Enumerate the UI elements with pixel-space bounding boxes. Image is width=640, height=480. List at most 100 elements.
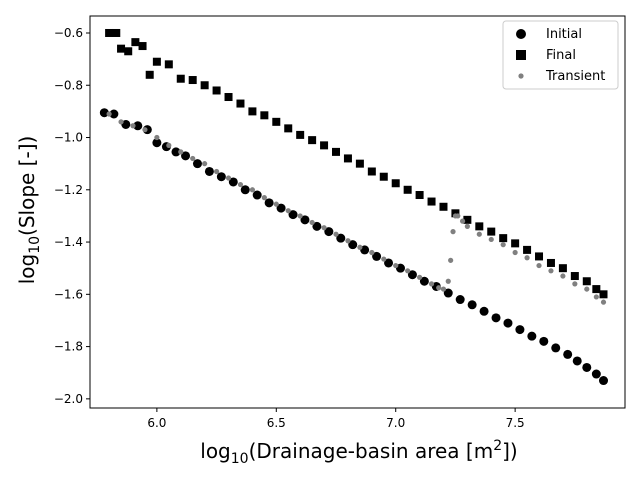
point-transient [381, 256, 387, 262]
point-final [284, 124, 293, 133]
point-transient [118, 119, 124, 125]
y-tick-label: −1.4 [54, 235, 83, 249]
point-transient [285, 208, 291, 214]
point-initial [152, 138, 162, 148]
point-final [570, 272, 579, 281]
point-transient [345, 238, 351, 244]
point-final [403, 185, 412, 194]
point-transient [445, 278, 451, 284]
point-transient [500, 242, 506, 248]
point-initial [515, 325, 525, 335]
point-final [599, 290, 608, 299]
point-final [546, 258, 555, 267]
y-tick-label: −2.0 [54, 392, 83, 406]
point-transient [584, 286, 590, 292]
point-final [124, 47, 133, 56]
point-transient [333, 231, 339, 237]
point-final [131, 38, 140, 47]
point-initial [171, 147, 181, 157]
point-final [212, 86, 221, 95]
point-final [475, 222, 484, 231]
point-initial [599, 376, 609, 386]
point-transient [106, 111, 112, 117]
point-transient [512, 249, 518, 256]
point-transient [448, 257, 454, 263]
point-transient [593, 294, 599, 300]
x-tick-label: 7.5 [506, 416, 525, 430]
plot-frame [89, 15, 626, 409]
point-initial [591, 369, 601, 379]
point-transient [309, 219, 315, 226]
point-final [320, 141, 329, 150]
point-final [105, 28, 114, 37]
point-initial [503, 318, 513, 328]
point-transient [225, 175, 232, 181]
point-final [355, 159, 364, 168]
point-final [117, 44, 126, 53]
point-initial [527, 331, 537, 341]
legend-label-transient: Transient [545, 69, 605, 84]
point-initial [99, 108, 109, 118]
point-final [582, 277, 591, 286]
point-initial [216, 172, 226, 182]
point-transient [273, 201, 279, 207]
point-transient [130, 123, 136, 129]
point-final [499, 234, 508, 243]
point-transient [428, 281, 435, 287]
y-axis: −2.0 −1.8 −1.6 −1.4 −1.2 −1.0 −0.8 −0.6 [54, 26, 90, 406]
x-axis: 6.0 6.5 7.0 7.5 [147, 408, 525, 430]
y-tick-label: −1.0 [54, 131, 83, 145]
point-initial [276, 203, 286, 213]
point-transient [536, 262, 542, 269]
point-transient [142, 127, 148, 133]
point-initial [240, 185, 250, 195]
point-transient [249, 187, 256, 193]
point-transient [459, 218, 466, 224]
point-final [332, 147, 341, 156]
point-final [439, 202, 448, 211]
x-tick-label: 6.0 [147, 416, 166, 430]
legend-marker-final [516, 50, 526, 60]
point-transient [213, 168, 220, 175]
legend-marker-initial [516, 29, 526, 39]
point-final [188, 76, 197, 85]
point-transient [261, 195, 267, 201]
point-transient [369, 249, 375, 256]
point-initial [551, 343, 561, 353]
point-transient [450, 229, 456, 235]
point-transient [560, 273, 566, 279]
point-transient [548, 268, 554, 274]
point-initial [324, 227, 334, 237]
point-initial [336, 233, 346, 243]
point-final [236, 99, 245, 108]
point-final [463, 215, 472, 224]
point-final [200, 81, 209, 90]
point-initial [264, 198, 274, 208]
point-final [592, 285, 601, 294]
point-transient [455, 213, 461, 219]
y-tick-label: −0.8 [54, 78, 83, 92]
y-tick-label: −1.6 [54, 287, 83, 301]
plot-marks [99, 28, 609, 386]
legend-marker-transient [518, 73, 524, 79]
point-initial [539, 336, 549, 346]
y-tick-label: −1.8 [54, 340, 83, 354]
point-final [248, 107, 257, 116]
point-transient [178, 149, 184, 155]
point-transient [416, 274, 423, 280]
point-transient [297, 213, 303, 219]
point-initial [228, 177, 238, 187]
point-transient [464, 223, 470, 229]
point-initial [372, 251, 382, 261]
point-final [511, 239, 520, 248]
point-initial [109, 109, 119, 119]
point-transient [237, 181, 244, 188]
point-transient [440, 286, 447, 292]
point-initial [252, 190, 262, 200]
point-transient [321, 225, 327, 231]
point-final [152, 57, 161, 66]
point-final [272, 117, 281, 126]
y-axis-label: log10(Slope [-]) [15, 136, 43, 285]
point-initial [563, 349, 573, 359]
